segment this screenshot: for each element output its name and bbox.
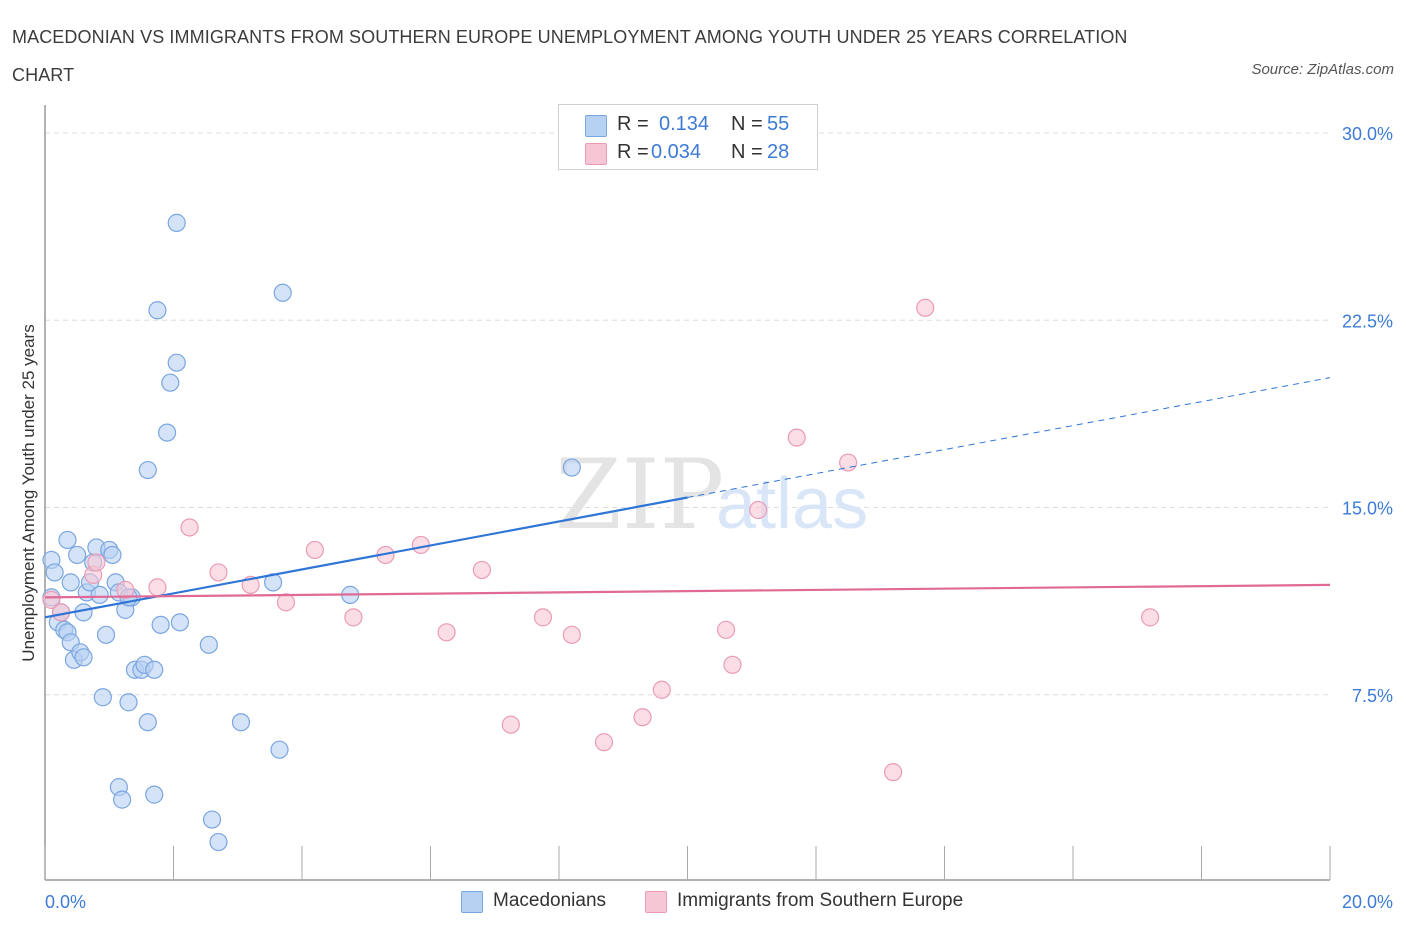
macedonian-point	[119, 693, 138, 712]
macedonian-point	[157, 423, 177, 442]
immigrant-point	[883, 763, 903, 782]
legend-n-label: N =	[731, 141, 763, 163]
bottom-legend-label: Immigrants from Southern Europe	[677, 890, 964, 911]
immigrant-point	[501, 715, 520, 734]
macedonian-point	[151, 615, 170, 634]
x-tick-label: 0.0%	[45, 892, 86, 912]
macedonian-point	[93, 688, 112, 707]
macedonian-point	[270, 740, 289, 759]
macedonian-trend-extension	[687, 377, 1331, 499]
immigrant-point	[1140, 608, 1160, 627]
chart-title: MACEDONIAN VS IMMIGRANTS FROM SOUTHERN E…	[12, 27, 1128, 85]
y-tick-label: 22.5%	[1342, 311, 1393, 331]
correlation-legend: R = 0.134 N = 55 R = 0.034 N = 28	[558, 104, 818, 170]
macedonian-point	[74, 648, 93, 667]
macedonian-point	[199, 635, 218, 654]
immigrant-point	[180, 518, 199, 537]
macedonian-trend-line	[44, 496, 688, 619]
y-tick-label: 15.0%	[1342, 499, 1393, 519]
immigrant-point	[594, 733, 614, 752]
macedonian-point	[45, 563, 64, 582]
trend-lines	[44, 377, 1331, 619]
y-tick-label: 7.5%	[1352, 686, 1393, 706]
macedonian-point	[273, 283, 292, 302]
macedonian-point	[167, 353, 186, 372]
macedonian-point	[68, 545, 87, 565]
immigrant-point	[116, 580, 135, 599]
legend-r-label: R =	[617, 141, 649, 163]
immigrant-point	[87, 553, 106, 572]
immigrant-point	[749, 500, 768, 520]
macedonian-point	[202, 810, 222, 829]
macedonian-point	[90, 585, 109, 604]
immigrant-point	[411, 535, 430, 555]
macedonian-point	[145, 660, 164, 679]
bottom-legend-swatch-blue	[461, 891, 483, 913]
gridlines	[45, 132, 1330, 696]
macedonian-point	[161, 373, 180, 392]
legend-n-label: N =	[731, 113, 763, 135]
source-label: Source: ZipAtlas.com	[1251, 61, 1394, 78]
bottom-legend-swatch-pink	[645, 891, 667, 913]
legend-swatch-pink	[585, 143, 607, 165]
macedonian-point	[138, 713, 157, 732]
macedonian-point	[138, 460, 157, 480]
immigrant-point	[723, 655, 742, 674]
legend-r-value: 0.034	[651, 141, 702, 163]
y-tick-label: 30.0%	[1342, 124, 1393, 144]
immigrant-point	[472, 560, 491, 580]
immigrant-point	[209, 563, 228, 582]
macedonian-point	[209, 832, 228, 852]
watermark-atlas: atlas	[716, 464, 868, 544]
immigrant-trend-line	[44, 583, 1331, 599]
macedonian-point	[61, 573, 80, 592]
immigrant-point	[716, 620, 736, 639]
bottom-legend-label: Macedonians	[493, 890, 607, 911]
immigrant-point	[533, 608, 553, 627]
macedonian-point	[167, 213, 186, 232]
watermark-zip: ZIP	[555, 439, 724, 551]
macedonian-point	[58, 530, 77, 550]
immigrant-point	[916, 298, 935, 317]
macedonian-point	[96, 625, 116, 644]
immigrant-point	[437, 623, 456, 642]
immigrant-point	[652, 680, 671, 699]
x-tick-label: 20.0%	[1342, 892, 1393, 912]
immigrant-point	[562, 625, 581, 644]
macedonian-point	[103, 545, 122, 565]
macedonian-point	[112, 790, 132, 809]
immigrant-point	[344, 608, 363, 627]
macedonian-point	[562, 458, 581, 477]
legend-r-label: R =	[617, 113, 649, 135]
immigrant-point	[787, 428, 806, 447]
tick-labels: 7.5% 15.0% 22.5% 30.0% 0.0% 20.0%	[45, 124, 1393, 912]
axes	[44, 105, 1331, 881]
legend-n-value: 28	[767, 141, 790, 163]
immigrant-point	[148, 578, 167, 597]
macedonian-point	[145, 785, 164, 804]
legend-swatch-blue	[585, 115, 607, 137]
legend-r-value: 0.134	[659, 113, 710, 135]
watermark: ZIP atlas	[555, 439, 868, 551]
immigrant-point	[633, 708, 652, 727]
immigrant-point	[276, 593, 296, 612]
macedonian-point	[231, 713, 251, 732]
immigrant-point	[42, 590, 61, 609]
data-points	[42, 213, 1160, 852]
legend-n-value: 55	[767, 113, 790, 135]
y-axis-label: Unemployment Among Youth under 25 years	[19, 324, 38, 661]
macedonian-point	[148, 301, 167, 320]
macedonian-point	[170, 613, 190, 632]
immigrant-point	[305, 540, 324, 560]
